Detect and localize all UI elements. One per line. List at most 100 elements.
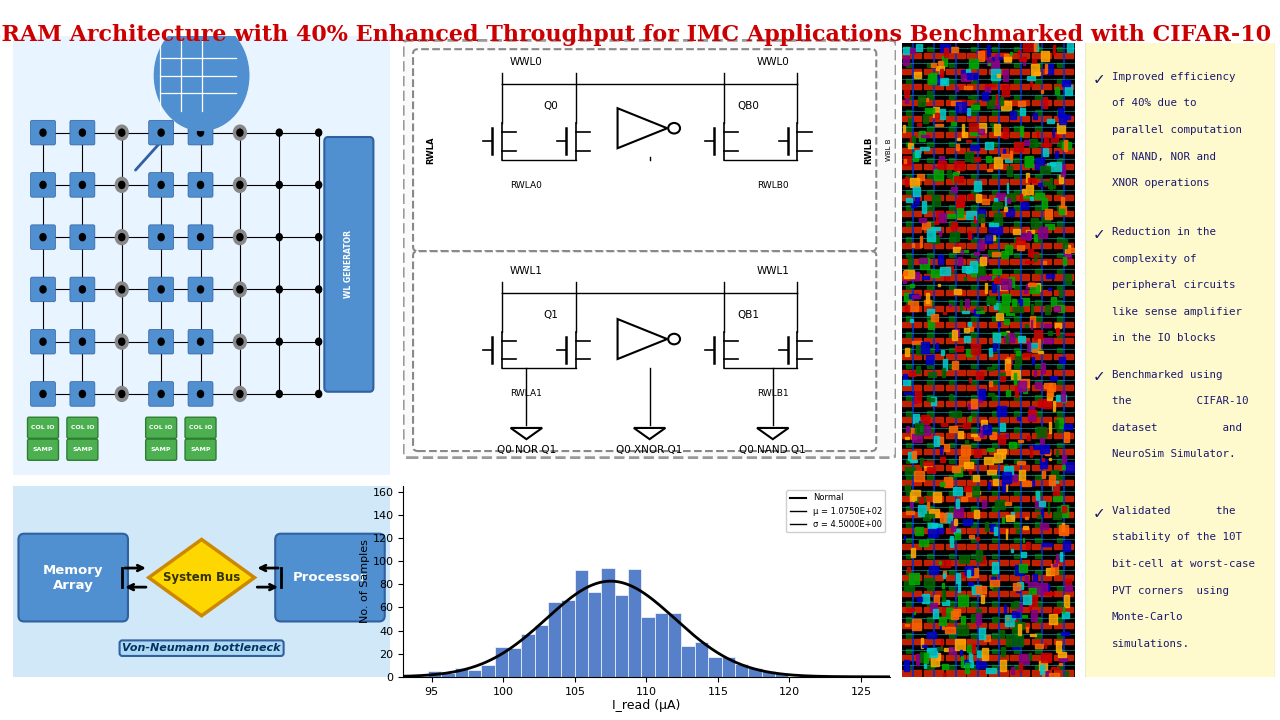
Bar [1056, 395, 1066, 401]
Bar [942, 626, 945, 629]
Bar [968, 290, 986, 295]
Bar [968, 73, 978, 79]
X-axis label: I_read (μA): I_read (μA) [612, 699, 681, 712]
Bar [946, 496, 965, 501]
Bar [1010, 258, 1029, 264]
Bar [948, 570, 955, 574]
Circle shape [316, 390, 321, 397]
Text: NeuroSim Simulator.: NeuroSim Simulator. [1112, 449, 1235, 459]
Bar [1053, 354, 1073, 359]
Bar [1062, 465, 1068, 469]
Bar [1064, 140, 1066, 150]
Bar [1014, 554, 1019, 558]
Bar [906, 443, 911, 447]
Bar [972, 434, 977, 436]
Bar [928, 269, 933, 273]
Bar [1032, 132, 1051, 137]
Bar [906, 198, 911, 202]
Bar [1010, 274, 1029, 279]
Bar [932, 235, 938, 243]
Bar [1057, 633, 1062, 637]
Bar [928, 379, 933, 384]
Bar [905, 437, 909, 439]
Bar [575, 570, 588, 677]
Bar [1016, 461, 1024, 464]
Bar [1057, 78, 1062, 83]
Bar [928, 427, 933, 431]
Bar [928, 74, 936, 84]
Bar [966, 570, 970, 577]
Bar [948, 47, 955, 51]
Bar [1032, 306, 1051, 311]
Bar [905, 176, 908, 186]
Bar [928, 316, 933, 320]
Bar [980, 426, 983, 437]
Bar [902, 258, 922, 264]
Bar [1032, 401, 1051, 406]
Bar [925, 109, 934, 113]
Bar [902, 116, 922, 121]
Bar [1027, 230, 1029, 240]
Bar [1010, 116, 1029, 121]
Bar [940, 109, 945, 119]
Bar [1021, 481, 1030, 486]
Bar [1032, 243, 1051, 248]
Circle shape [233, 387, 246, 402]
Bar [989, 222, 992, 225]
Bar [902, 274, 922, 279]
Bar [960, 104, 961, 112]
Text: in the IO blocks: in the IO blocks [1112, 333, 1216, 343]
Bar [992, 459, 997, 463]
Bar [1027, 173, 1029, 182]
Bar [902, 47, 910, 55]
Bar [902, 132, 922, 137]
Bar [1036, 443, 1041, 447]
Circle shape [79, 286, 86, 293]
Bar [987, 100, 993, 108]
Bar [1006, 209, 1014, 215]
Bar [992, 225, 1002, 234]
Bar [1032, 274, 1051, 279]
Bar [979, 389, 986, 399]
Bar [970, 300, 975, 305]
Bar [1024, 387, 1027, 393]
Text: the          CIFAR-10: the CIFAR-10 [1112, 396, 1248, 406]
Bar [774, 673, 788, 677]
Bar [1015, 565, 1024, 575]
Bar [1032, 623, 1051, 628]
Bar [922, 645, 927, 647]
Circle shape [159, 129, 164, 136]
Bar [969, 123, 978, 130]
Bar [1014, 300, 1019, 305]
Bar [1056, 328, 1059, 336]
Bar [1021, 204, 1024, 207]
Bar [988, 179, 1007, 184]
Circle shape [115, 334, 128, 349]
Bar [977, 613, 980, 624]
Bar [906, 332, 911, 336]
Bar [968, 512, 986, 517]
Bar [940, 44, 950, 52]
Bar [1010, 607, 1029, 612]
Bar [992, 364, 997, 368]
Bar [1012, 611, 1019, 617]
Bar [1036, 142, 1041, 146]
Bar [1010, 639, 1029, 644]
Bar [945, 627, 955, 634]
Bar [956, 87, 959, 91]
Bar [1036, 554, 1041, 558]
Bar [911, 146, 914, 148]
Bar [1014, 142, 1023, 151]
Bar [909, 372, 915, 376]
Bar [905, 660, 909, 671]
Bar [942, 590, 945, 600]
Bar [946, 544, 965, 549]
Bar [1012, 307, 1023, 312]
Bar [992, 78, 997, 83]
Circle shape [115, 230, 128, 245]
Bar [951, 47, 959, 52]
Bar [1057, 158, 1062, 162]
Bar [992, 577, 996, 583]
Bar [1010, 385, 1029, 390]
Circle shape [233, 177, 246, 192]
